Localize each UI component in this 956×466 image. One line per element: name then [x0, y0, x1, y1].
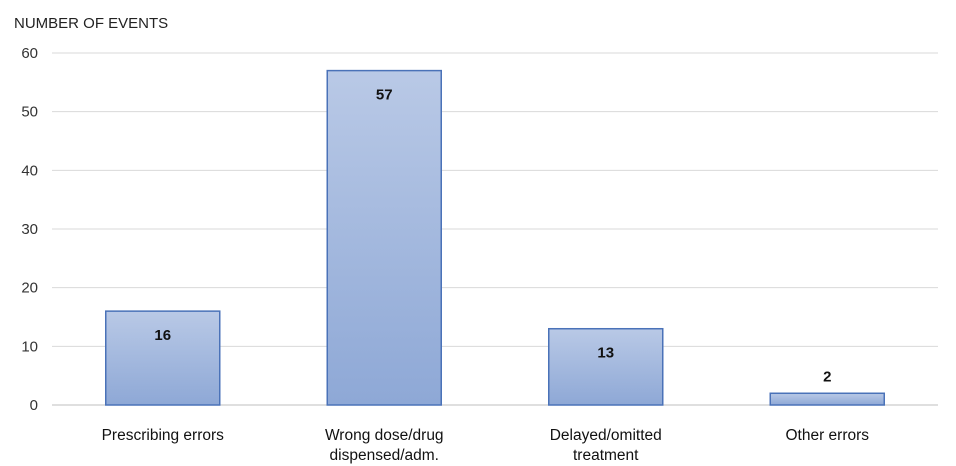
y-tick-label: 50	[21, 104, 38, 121]
data-label: 57	[376, 87, 393, 104]
category-label-line: dispensed/adm.	[330, 447, 439, 464]
bar-0	[105, 310, 221, 406]
category-label-line: treatment	[573, 447, 639, 464]
bar-3	[769, 392, 885, 406]
y-tick-label: 40	[21, 162, 38, 179]
data-labels: 16 57 13 2	[154, 87, 831, 386]
category-label-line: Prescribing errors	[102, 427, 225, 444]
data-label: 16	[154, 327, 171, 344]
category-label: Wrong dose/drug dispensed/adm.	[325, 427, 444, 464]
y-tick-label: 0	[30, 397, 38, 414]
y-tick-label: 10	[21, 338, 38, 355]
y-tick-labels: 0 10 20 30 40 50 60	[21, 45, 38, 414]
data-label: 2	[823, 368, 831, 385]
y-tick-label: 20	[21, 280, 38, 297]
y-tick-label: 30	[21, 221, 38, 238]
category-labels: Prescribing errors Wrong dose/drug dispens…	[102, 427, 870, 464]
y-tick-label: 60	[21, 45, 38, 62]
category-label: Other errors	[785, 427, 869, 444]
y-axis-label: NUMBER OF EVENTS	[14, 15, 168, 32]
category-label-line: Wrong dose/drug	[325, 427, 444, 444]
bars	[105, 69, 885, 406]
data-label: 13	[597, 345, 614, 362]
category-label: Prescribing errors	[102, 427, 225, 444]
category-label: Delayed/omitted treatment	[550, 427, 662, 464]
category-label-line: Delayed/omitted	[550, 427, 662, 444]
bar-1	[326, 69, 442, 406]
category-label-line: Other errors	[785, 427, 869, 444]
bar-2	[548, 327, 664, 406]
